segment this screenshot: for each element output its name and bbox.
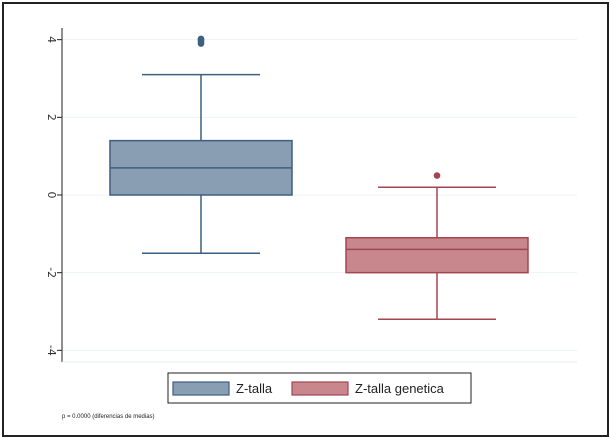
box-z-talla-genetica bbox=[345, 236, 529, 274]
y-tick-label: -4 bbox=[45, 345, 58, 356]
y-tick-label: 2 bbox=[45, 114, 58, 121]
outlier-point bbox=[433, 172, 441, 179]
y-tick-label: 0 bbox=[45, 192, 58, 199]
y-tick-label: -2 bbox=[45, 267, 58, 278]
y-tick-label: 4 bbox=[45, 36, 58, 43]
legend-label: Z-talla bbox=[236, 381, 273, 396]
outlier-point bbox=[197, 35, 205, 43]
legend-swatch bbox=[291, 381, 349, 396]
legend-swatch bbox=[172, 381, 230, 396]
legend-label: Z-talla genetica bbox=[355, 381, 445, 396]
footnote: p = 0.0000 (diferencias de medias) bbox=[62, 414, 155, 420]
